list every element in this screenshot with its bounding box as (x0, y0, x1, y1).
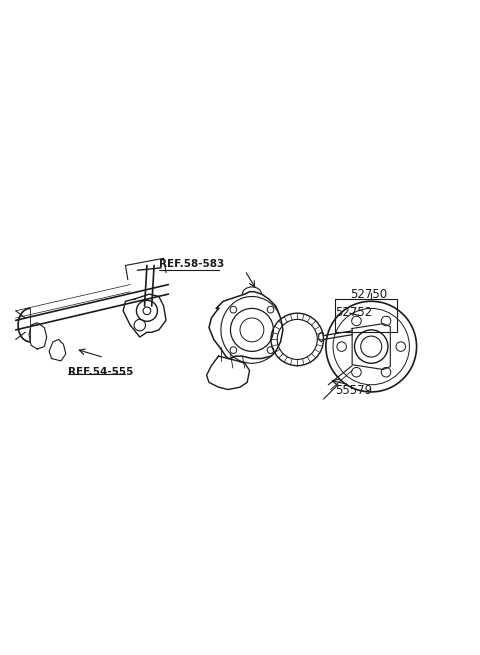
Text: REF.58-583: REF.58-583 (159, 259, 224, 269)
Text: REF.54-555: REF.54-555 (68, 367, 133, 377)
Text: 52752: 52752 (336, 307, 372, 320)
Text: 55579: 55579 (336, 384, 372, 397)
Text: 52750: 52750 (350, 288, 387, 301)
